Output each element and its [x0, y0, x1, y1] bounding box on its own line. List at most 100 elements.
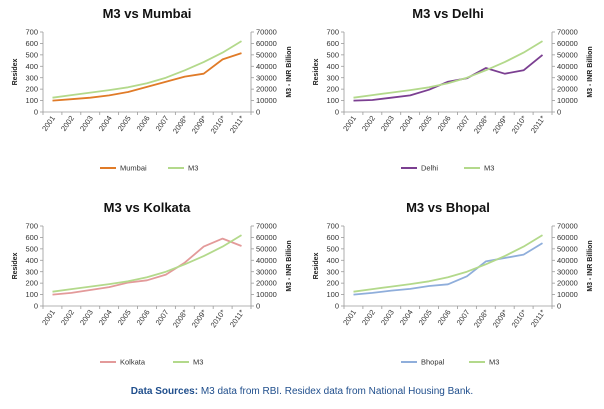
left-tick-label: 400 [326, 62, 339, 71]
left-tick-label: 200 [25, 279, 38, 288]
right-tick-label: 60000 [256, 233, 277, 242]
x-tick-label: 2002 [59, 308, 76, 327]
legend-label-delhi: Delhi [421, 164, 438, 173]
x-tick-label: 2010* [510, 114, 529, 135]
x-tick-label: 2004 [398, 308, 415, 327]
right-tick-label: 60000 [557, 39, 578, 48]
right-tick-label: 50000 [256, 50, 277, 59]
x-tick-label: 2008* [171, 308, 190, 329]
x-tick-label: 2006 [135, 308, 152, 327]
left-tick-label: 300 [25, 73, 38, 82]
chart-m3-vs-delhi: M3 vs Delhi 0 100 200 300 400 500 600 700 0 10000 2… [313, 6, 594, 173]
chart-title: M3 vs Mumbai [103, 6, 192, 21]
series-line-delhi [353, 54, 544, 102]
x-tick-label: 2006 [436, 308, 453, 327]
right-tick-label: 0 [557, 302, 561, 311]
x-tick-label: 2007 [154, 114, 171, 133]
left-tick-label: 300 [326, 267, 339, 276]
left-tick-label: 100 [25, 96, 38, 105]
left-tick-label: 100 [25, 290, 38, 299]
legend-label-bhopal: Bhopal [421, 358, 445, 367]
x-tick-label: 2001 [40, 308, 57, 327]
x-tick-label: 2002 [360, 308, 377, 327]
left-tick-label: 500 [25, 244, 38, 253]
left-tick-label: 700 [326, 28, 339, 37]
right-tick-label: 70000 [557, 28, 578, 37]
chart-title: M3 vs Kolkata [104, 200, 191, 215]
x-tick-label: 2006 [135, 114, 152, 133]
x-tick-label: 2005 [417, 114, 434, 133]
left-tick-label: 500 [25, 50, 38, 59]
right-axis-label: M3 - INR Billion [286, 240, 293, 291]
right-tick-label: 40000 [557, 62, 578, 71]
legend-label-kolkata: Kolkata [120, 358, 146, 367]
x-tick-label: 2010* [209, 114, 228, 135]
right-tick-label: 70000 [256, 222, 277, 231]
right-tick-label: 0 [557, 108, 561, 117]
x-tick-label: 2008* [472, 114, 491, 135]
left-tick-label: 500 [326, 50, 339, 59]
left-tick-label: 200 [25, 85, 38, 94]
left-tick-label: 700 [326, 222, 339, 231]
series-line-m3 [353, 234, 543, 293]
left-tick-label: 0 [34, 302, 38, 311]
series-line-kolkata [52, 237, 242, 296]
x-tick-label: 2003 [78, 308, 95, 327]
x-tick-label: 2011* [228, 308, 246, 329]
right-tick-label: 10000 [256, 290, 277, 299]
right-tick-label: 40000 [557, 256, 578, 265]
right-tick-label: 20000 [557, 279, 578, 288]
x-tick-label: 2009* [491, 114, 510, 135]
data-sources-footnote: Data Sources: M3 data from RBI. Residex … [0, 386, 604, 397]
left-tick-label: 0 [34, 108, 38, 117]
left-tick-label: 400 [326, 256, 339, 265]
chart-title: M3 vs Bhopal [406, 200, 490, 215]
x-tick-label: 2001 [40, 114, 57, 133]
left-tick-label: 0 [335, 108, 339, 117]
series-line-m3 [52, 234, 242, 293]
left-tick-label: 600 [326, 39, 339, 48]
right-tick-label: 40000 [256, 256, 277, 265]
right-tick-label: 30000 [256, 73, 277, 82]
series-line-bhopal [353, 242, 543, 296]
right-tick-label: 0 [256, 108, 260, 117]
left-tick-label: 600 [25, 39, 38, 48]
x-tick-label: 2007 [154, 308, 171, 327]
right-tick-label: 30000 [557, 267, 578, 276]
left-axis-label: Residex [313, 58, 320, 85]
chart-title: M3 vs Delhi [412, 6, 484, 21]
legend-label-m3: M3 [484, 164, 494, 173]
left-axis-label: Residex [313, 252, 320, 279]
legend-label-m3: M3 [188, 164, 198, 173]
x-tick-label: 2003 [379, 114, 396, 133]
x-tick-label: 2005 [116, 308, 133, 327]
footnote-text: M3 data from RBI. Residex data from Nati… [198, 386, 474, 397]
x-tick-label: 2010* [510, 308, 529, 329]
x-tick-label: 2008* [472, 308, 491, 329]
left-tick-label: 700 [25, 28, 38, 37]
x-tick-label: 2011* [529, 114, 547, 135]
x-tick-label: 2009* [491, 308, 510, 329]
left-tick-label: 400 [25, 62, 38, 71]
right-tick-label: 30000 [557, 73, 578, 82]
x-tick-label: 2003 [78, 114, 95, 133]
x-tick-label: 2002 [59, 114, 76, 133]
right-axis-label: M3 - INR Billion [587, 46, 594, 97]
left-tick-label: 500 [326, 244, 339, 253]
x-tick-label: 2005 [116, 114, 133, 133]
right-tick-label: 60000 [256, 39, 277, 48]
left-tick-label: 300 [25, 267, 38, 276]
x-tick-label: 2002 [360, 114, 377, 133]
x-tick-label: 2004 [97, 308, 114, 327]
x-tick-label: 2004 [398, 114, 415, 133]
left-axis-label: Residex [12, 58, 19, 85]
right-tick-label: 60000 [557, 233, 578, 242]
x-tick-label: 2010* [209, 308, 228, 329]
x-tick-label: 2009* [190, 114, 209, 135]
right-tick-label: 30000 [256, 267, 277, 276]
right-tick-label: 70000 [557, 222, 578, 231]
x-tick-label: 2007 [455, 114, 472, 133]
left-tick-label: 600 [25, 233, 38, 242]
chart-m3-vs-kolkata: M3 vs Kolkata 0 100 200 300 400 500 600 700 0 1000… [12, 200, 293, 367]
legend-label-m3: M3 [489, 358, 499, 367]
